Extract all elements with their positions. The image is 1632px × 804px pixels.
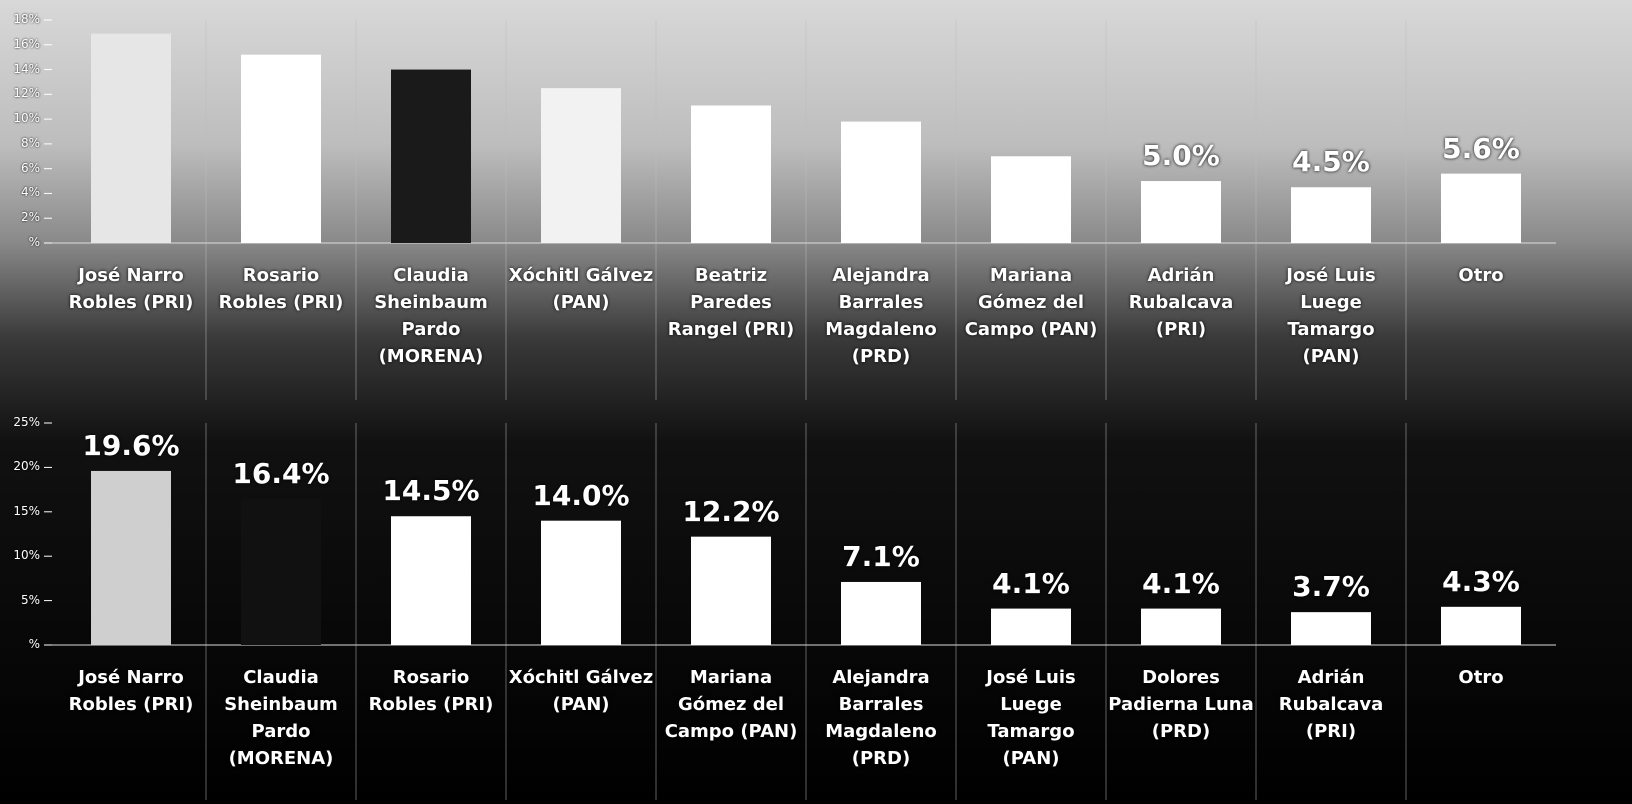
bar [91,33,171,243]
x-tick-label: José Luis Luege Tamargo (PAN) [986,667,1076,769]
x-tick-label: Xóchitl Gálvez (PAN) [508,667,654,715]
bar [1291,187,1371,243]
value-label: 4.1% [1142,566,1220,600]
x-tick-label: Xóchitl Gálvez (PAN) [508,265,654,313]
y-tick-label: % [28,235,40,249]
x-tick-label: Alejandra Barrales Magdaleno (PRD) [825,667,937,769]
y-tick-label: 20% [13,459,40,474]
y-tick-label: 12% [13,86,40,101]
x-tick-label: Beatriz Paredes Rangel (PRI) [667,265,795,340]
y-tick-label: 8% [20,135,40,150]
x-tick-label: Adrián Rubalcava (PRI) [1128,265,1234,340]
y-tick-label: 25% [13,415,40,429]
y-tick-label: 16% [13,36,40,51]
y-tick-label: 18% [13,12,40,26]
bar [541,88,621,243]
bar [541,520,621,645]
bar [1441,173,1521,243]
value-label: 14.0% [532,478,630,512]
x-tick-label: Rosario Robles (PRI) [218,265,344,313]
value-label: 4.3% [1442,564,1520,598]
x-tick-label: Rosario Robles (PRI) [368,667,494,715]
value-label: 19.6% [82,428,180,462]
value-label: 12.2% [682,494,780,528]
x-tick-label: Dolores Padierna Luna (PRD) [1108,667,1254,742]
value-label: 4.5% [1292,145,1370,179]
y-tick-label: 10% [13,548,40,563]
x-tick-label: Otro [1458,667,1504,688]
x-tick-label: Claudia Sheinbaum Pardo (MORENA) [374,265,488,367]
x-tick-label: José Luis Luege Tamargo (PAN) [1286,265,1376,367]
y-tick-label: 5% [20,592,40,607]
bar [1141,181,1221,243]
bar [1441,606,1521,645]
x-tick-label: Otro [1458,265,1504,286]
x-tick-label: Adrián Rubalcava (PRI) [1278,667,1384,742]
value-label: 3.7% [1292,570,1370,604]
x-tick-label: Claudia Sheinbaum Pardo (MORENA) [224,667,338,769]
value-label: 7.1% [842,539,920,573]
y-tick-label: 15% [13,503,40,518]
bar [391,516,471,645]
x-tick-label: José Narro Robles (PRI) [68,265,194,313]
x-tick-label: Mariana Gómez del Campo (PAN) [964,265,1098,340]
value-label: 5.6% [1442,131,1520,165]
value-label: 14.5% [382,474,480,508]
bar [1291,612,1371,645]
bar [241,499,321,645]
bar [391,69,471,243]
bar [691,536,771,645]
y-tick-label: 2% [20,210,40,225]
x-tick-label: Mariana Gómez del Campo (PAN) [664,667,798,742]
bar [691,105,771,243]
bar [91,470,171,645]
y-tick-label: 6% [20,160,40,175]
bar [991,608,1071,645]
x-tick-label: José Narro Robles (PRI) [68,667,194,715]
y-tick-label: 10% [13,111,40,126]
y-tick-label: 14% [13,61,40,76]
bar [841,581,921,645]
x-tick-label: Alejandra Barrales Magdaleno (PRD) [825,265,937,367]
value-label: 16.4% [232,457,330,491]
y-tick-label: % [28,637,40,651]
bar [841,121,921,243]
value-label: 5.0% [1142,139,1220,173]
value-label: 4.1% [992,566,1070,600]
bar [241,54,321,243]
y-tick-label: 4% [20,185,40,200]
bar [1141,608,1221,645]
bar [991,156,1071,243]
